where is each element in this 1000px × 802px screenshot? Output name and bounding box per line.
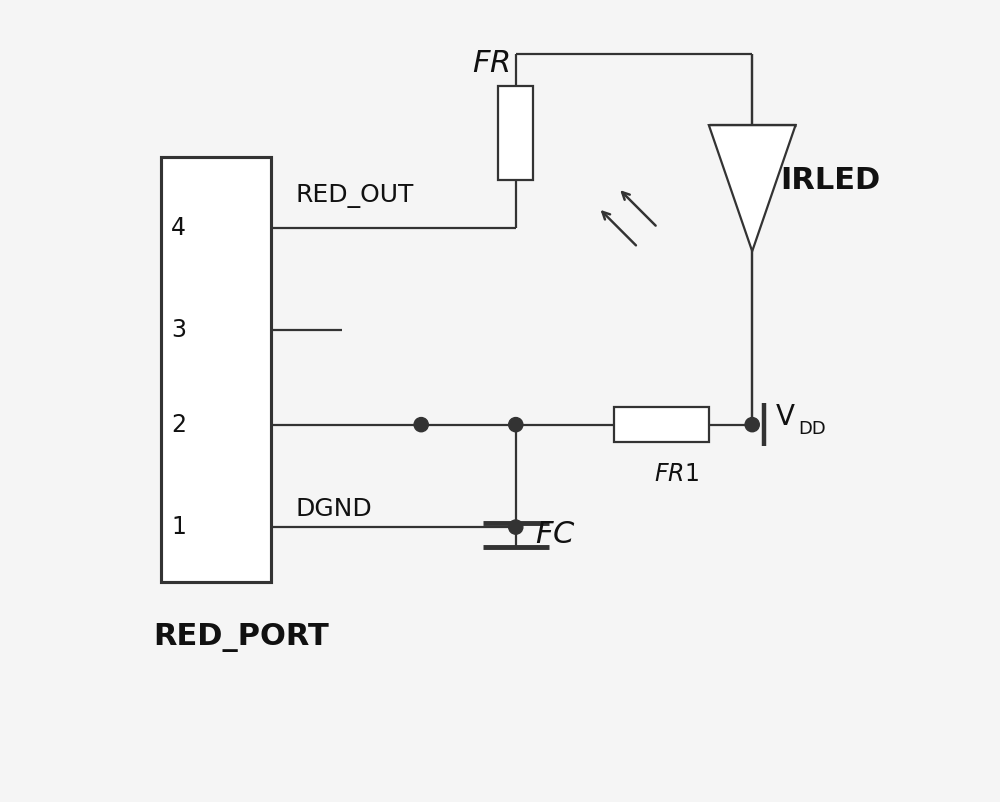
Bar: [498, 86, 533, 180]
Circle shape: [745, 418, 759, 431]
Circle shape: [414, 418, 428, 431]
Text: RED_PORT: RED_PORT: [153, 623, 329, 652]
Text: RED_OUT: RED_OUT: [295, 184, 413, 208]
Text: DGND: DGND: [295, 496, 372, 520]
Text: 4: 4: [171, 216, 186, 240]
Text: 2: 2: [171, 413, 186, 436]
Text: V: V: [776, 403, 795, 431]
Bar: [614, 407, 709, 442]
Text: $\mathit{FR}$: $\mathit{FR}$: [472, 49, 510, 78]
Text: $\mathit{FC}$: $\mathit{FC}$: [535, 520, 576, 549]
Circle shape: [509, 418, 523, 431]
Circle shape: [509, 520, 523, 534]
Text: IRLED: IRLED: [780, 166, 880, 195]
Bar: [161, 156, 271, 582]
Polygon shape: [709, 125, 796, 251]
Text: DD: DD: [798, 419, 826, 438]
Text: $\mathit{FR}$1: $\mathit{FR}$1: [654, 462, 698, 486]
Text: 3: 3: [171, 318, 186, 342]
Text: 1: 1: [171, 515, 186, 539]
